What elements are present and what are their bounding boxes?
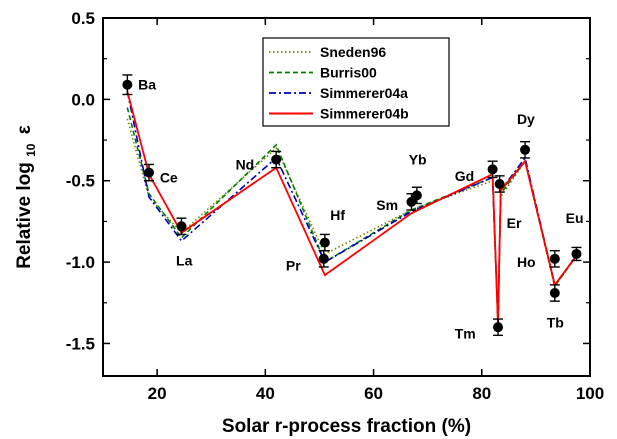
- series-line-simmerer04b: [126, 90, 578, 324]
- legend-label-burris00: Burris00: [320, 65, 377, 81]
- data-marker: [487, 164, 498, 175]
- data-marker: [571, 248, 582, 259]
- element-label-sm: Sm: [376, 197, 398, 213]
- element-label-ba: Ba: [138, 77, 156, 93]
- data-marker: [143, 167, 154, 178]
- element-label-dy: Dy: [517, 111, 535, 127]
- data-marker: [494, 178, 505, 189]
- series-layer: [126, 90, 578, 324]
- observed-point-er: Er: [494, 175, 522, 231]
- ticks-layer: 20 40 60 80 100 0.5 0.0 -0.5 -1.0 -1.5: [66, 9, 604, 403]
- element-label-tb: Tb: [547, 314, 564, 330]
- y-tick-label: -0.5: [66, 172, 95, 191]
- data-marker: [549, 253, 560, 264]
- element-label-yb: Yb: [409, 152, 427, 168]
- element-label-ho: Ho: [517, 254, 536, 270]
- observed-point-ho: Ho: [517, 249, 560, 270]
- x-tick-label: 60: [364, 384, 383, 403]
- data-marker: [176, 221, 187, 232]
- data-marker: [493, 322, 504, 333]
- legend-label-simmerer04b: Simmerer04b: [320, 106, 409, 122]
- x-tick-label: 20: [148, 384, 167, 403]
- data-marker: [520, 144, 531, 155]
- element-label-pr: Pr: [286, 257, 301, 273]
- series-line-sneden96: [126, 118, 578, 324]
- data-marker: [411, 190, 422, 201]
- data-marker: [271, 154, 282, 165]
- element-label-hf: Hf: [330, 207, 345, 223]
- y-axis-title-subscript: 10: [24, 143, 38, 157]
- element-label-eu: Eu: [566, 210, 584, 226]
- observed-point-ce: Ce: [143, 163, 178, 185]
- observed-point-pr: Pr: [286, 249, 329, 273]
- legend-label-sneden96: Sneden96: [320, 44, 386, 60]
- y-tick-label: -1.0: [66, 253, 95, 272]
- element-label-ce: Ce: [160, 169, 178, 185]
- element-label-gd: Gd: [455, 168, 474, 184]
- y-tick-label: 0.5: [71, 9, 95, 28]
- observed-point-tm: Tm: [455, 318, 504, 342]
- observed-point-la: La: [176, 217, 193, 268]
- observed-point-ba: Ba: [122, 74, 156, 96]
- element-label-la: La: [176, 252, 193, 268]
- element-label-nd: Nd: [236, 156, 255, 172]
- observed-point-tb: Tb: [547, 284, 564, 330]
- element-label-er: Er: [507, 215, 522, 231]
- observed-points-layer: Ba Ce La Nd Hf Pr Sm Yb Gd Tm Er Dy Ho Tb Eu: [122, 74, 584, 342]
- plot-frame: [102, 17, 591, 377]
- data-marker: [122, 79, 133, 90]
- x-tick-label: 40: [256, 384, 275, 403]
- y-axis-title-epsilon: ε: [14, 125, 35, 134]
- x-tick-label: 100: [576, 384, 604, 403]
- observed-point-eu: Eu: [566, 210, 584, 262]
- data-marker: [319, 237, 330, 248]
- observed-point-gd: Gd: [455, 160, 498, 184]
- y-tick-label: 0.0: [71, 90, 95, 109]
- data-marker: [549, 288, 560, 299]
- y-axis-title: Relative log 10 ε: [14, 125, 40, 269]
- data-marker: [318, 253, 329, 264]
- legend-label-simmerer04a: Simmerer04a: [320, 85, 408, 101]
- y-tick-label: -1.5: [66, 334, 95, 353]
- observed-point-nd: Nd: [236, 150, 282, 172]
- observed-point-dy: Dy: [517, 111, 535, 159]
- observed-point-yb: Yb: [409, 152, 427, 205]
- x-tick-label: 80: [472, 384, 491, 403]
- legend: Sneden96 Burris00 Simmerer04a Simmerer04b: [262, 37, 450, 127]
- y-axis-title-main: Relative log: [14, 162, 35, 269]
- element-label-tm: Tm: [455, 326, 476, 342]
- x-axis-title: Solar r-process fraction (%): [222, 416, 471, 437]
